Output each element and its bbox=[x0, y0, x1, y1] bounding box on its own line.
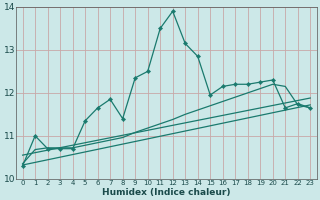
X-axis label: Humidex (Indice chaleur): Humidex (Indice chaleur) bbox=[102, 188, 231, 197]
